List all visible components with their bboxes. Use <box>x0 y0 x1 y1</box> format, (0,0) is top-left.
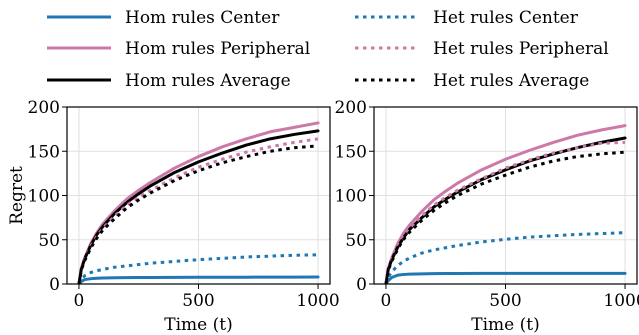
left-series-het-rules-center <box>77 253 319 284</box>
right-x-tick-label-1000: 1000 <box>603 291 639 311</box>
legend-label-het-rules-center: Het rules Center <box>433 8 579 28</box>
left-x-tick-label-1000: 1000 <box>296 291 339 311</box>
legend-label-het-rules-peripheral: Het rules Peripheral <box>433 39 609 59</box>
left-x-tick-label-0: 0 <box>74 291 85 311</box>
right-series-het-rules-average <box>384 150 626 284</box>
right-x-tick-label-0: 0 <box>381 291 392 311</box>
left-series-het-rules-average <box>77 144 319 284</box>
legend-label-hom-rules-center: Hom rules Center <box>125 8 280 28</box>
right-series-hom-rules-center <box>384 271 627 284</box>
left-chart-panel: 0 500 1000 0 50 100 150 200 Time (t) Regret <box>7 98 340 335</box>
left-x-axis-label: Time (t) <box>164 315 232 335</box>
left-y-tick-label-150: 150 <box>28 142 60 162</box>
left-y-tick-label-100: 100 <box>28 187 60 207</box>
left-y-tick-label-50: 50 <box>38 231 60 251</box>
right-y-tick-label-150: 150 <box>335 142 367 162</box>
left-series-hom-rules-center <box>77 275 320 284</box>
legend-label-hom-rules-average: Hom rules Average <box>125 71 291 91</box>
right-y-tick-label-0: 0 <box>356 275 367 295</box>
left-y-axis-label: Regret <box>7 166 27 225</box>
legend-label-het-rules-average: Het rules Average <box>433 71 589 91</box>
left-y-tick-label-0: 0 <box>49 275 60 295</box>
legend-label-hom-rules-peripheral: Hom rules Peripheral <box>125 39 310 59</box>
right-x-axis-label: Time (t) <box>471 315 539 335</box>
legend: Hom rules Center Hom rules Peripheral Hom … <box>47 8 609 91</box>
left-series-hom-rules-average <box>77 129 320 284</box>
right-x-tick-label-500: 500 <box>489 291 521 311</box>
right-series-het-rules-center <box>384 231 626 284</box>
left-x-tick-label-500: 500 <box>182 291 214 311</box>
right-y-tick-label-100: 100 <box>335 187 367 207</box>
left-y-tick-label-200: 200 <box>28 98 60 118</box>
right-y-tick-label-200: 200 <box>335 98 367 118</box>
right-y-tick-label-50: 50 <box>345 231 367 251</box>
right-chart-panel: 0 500 1000 0 50 100 150 200 Time (t) <box>335 98 639 335</box>
